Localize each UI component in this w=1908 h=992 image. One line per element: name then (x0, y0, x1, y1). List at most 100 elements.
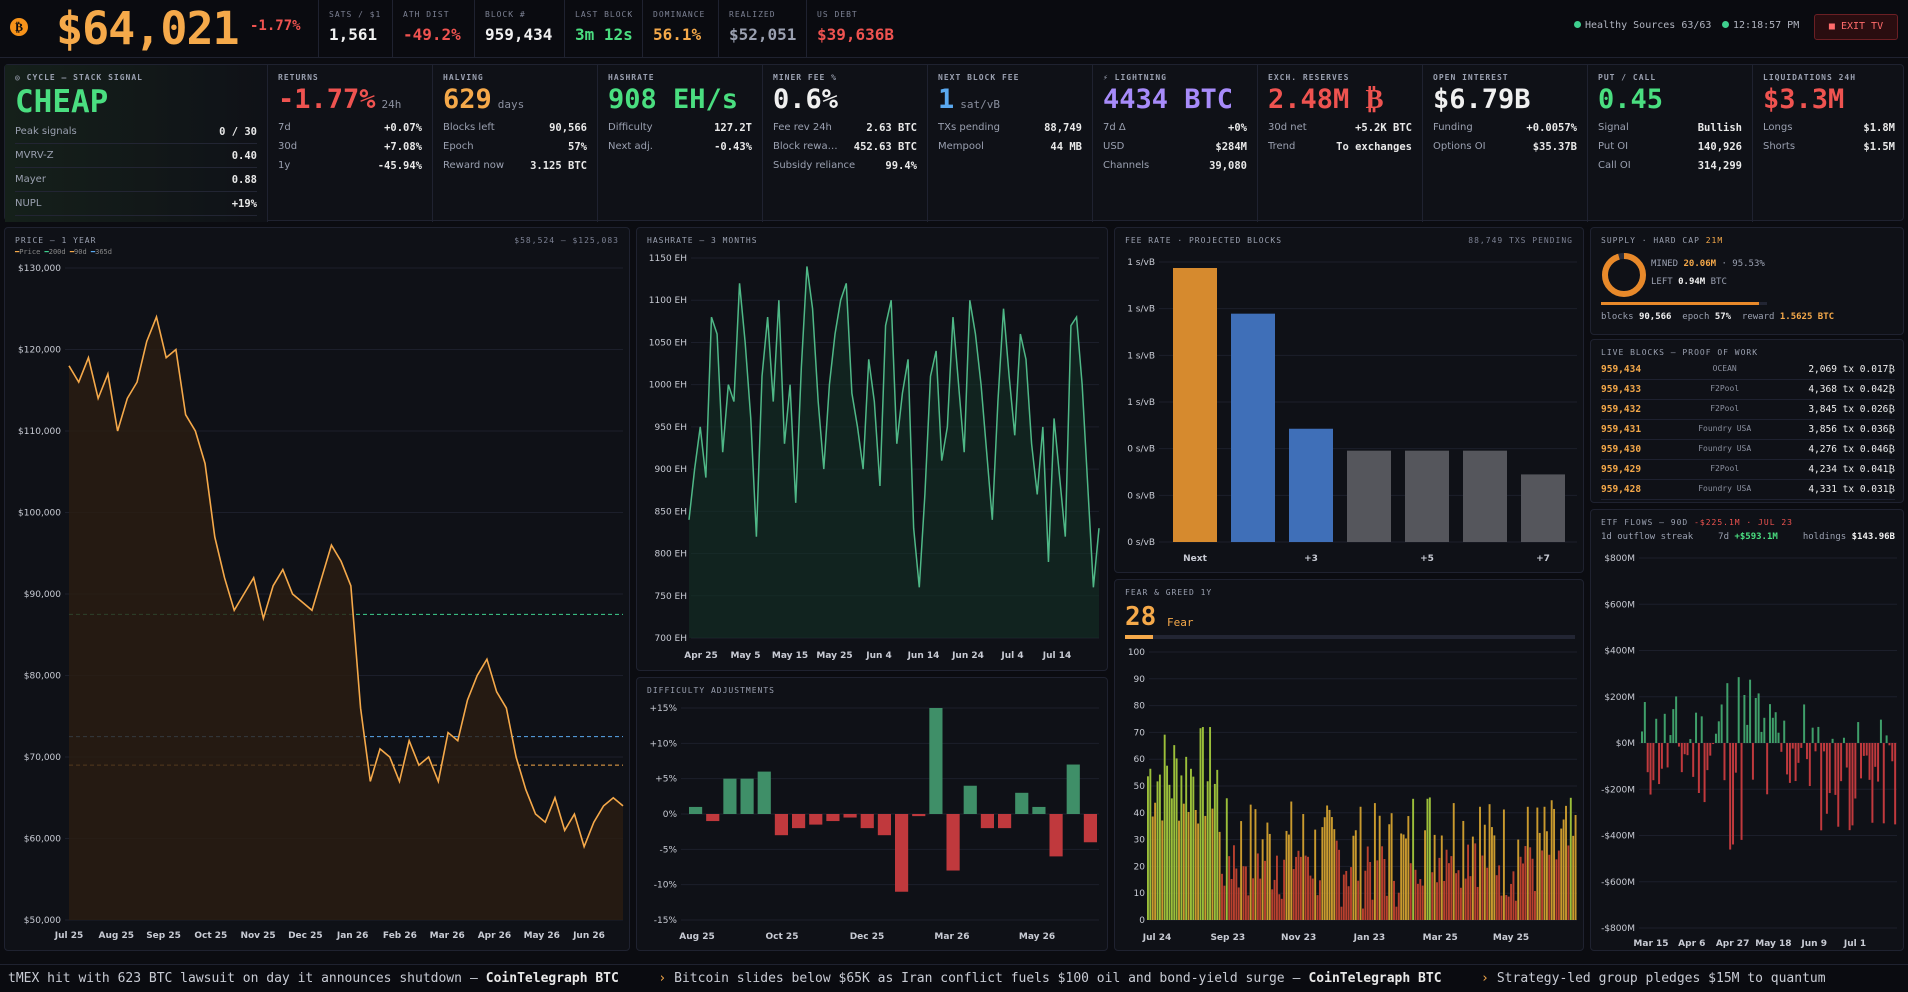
block-row[interactable]: 959,428 Foundry USA 4,331 tx 0.031₿ (1601, 480, 1895, 500)
status-dot-icon (1574, 21, 1581, 28)
fear-greed-bar (1502, 809, 1505, 920)
fear-greed-bar (1426, 798, 1429, 920)
etf-flow-bar (1643, 702, 1646, 743)
fear-greed-bar (1309, 875, 1312, 920)
etf-flow-bar (1746, 724, 1749, 743)
fear-greed-bar (1287, 834, 1290, 920)
etf-flow-bar (1854, 743, 1857, 799)
fear-greed-bar (1350, 867, 1352, 920)
fear-greed-bar (1252, 878, 1255, 920)
news-item[interactable]: Strategy-led group pledges $15M to quant… (1496, 971, 1826, 986)
fee-bar (1173, 268, 1217, 542)
fee-chart[interactable]: 1 s/vB 1 s/vB 1 s/vB 1 s/vB 0 s/vB 0 s/vB 0 s/… (1115, 228, 1584, 573)
difficulty-chart[interactable]: +15% +10% +5% 0% -5% -10% -15%Aug 25 Oct 25 Dec … (637, 678, 1108, 951)
y-tick-label: 900 EH (655, 465, 688, 475)
fear-greed-bar (1352, 835, 1355, 920)
putcall-row: Put OI 140,926 (1598, 141, 1742, 153)
x-tick-label: May 15 (772, 651, 808, 661)
fear-greed-bar (1335, 840, 1338, 920)
news-item[interactable]: Bitcoin slides below $65K as Iran confli… (674, 971, 1285, 986)
reserves-row: Trend To exchanges (1268, 141, 1412, 153)
etf-flow-bar (1669, 735, 1672, 743)
etf-flow-bar (1857, 722, 1860, 743)
etf-flow-bar (1834, 743, 1837, 795)
fear-greed-bar (1240, 821, 1243, 920)
reserves-value: 2.48M ₿ (1268, 84, 1384, 115)
y-tick-label: $600M (1604, 600, 1635, 610)
card-liq[interactable]: LIQUIDATIONS 24H $3.3M Longs $1.8M Shorts $1.… (1752, 65, 1905, 222)
fear-greed-bar (1483, 824, 1486, 920)
card-cycle-signal[interactable]: ◎ CYCLE — STACK SIGNAL CHEAP Peak signal… (5, 65, 267, 222)
hashrate-chart[interactable]: 1150 EH 1100 EH 1050 EH 1000 EH 950 EH 900 EH… (637, 228, 1108, 671)
card-minerfee[interactable]: MINER FEE % 0.6% Fee rev 24h 2.63 BTC Block … (762, 65, 927, 222)
difficulty-bar (706, 814, 720, 822)
fear-greed-bar (1440, 835, 1443, 920)
oi-value: $6.79B (1433, 84, 1531, 115)
card-returns[interactable]: RETURNS -1.77% 24h 7d +0.07% 30d +7.08% 1y -45.9… (267, 65, 432, 222)
fear-greed-bar (1230, 878, 1233, 920)
fear-greed-bar (1295, 856, 1298, 920)
card-hashrate[interactable]: HASHRATE 908 EH/s Difficulty 127.2T Next adj… (597, 65, 762, 222)
etf-flow-bar (1700, 716, 1703, 743)
fear-greed-bar (1147, 776, 1149, 920)
y-tick-label: 70 (1134, 728, 1146, 738)
difficulty-bar (757, 771, 771, 814)
fear-greed-bar (1175, 758, 1178, 920)
etf-flow-bar (1840, 743, 1843, 782)
etf-flow-bar (1879, 719, 1882, 743)
etf-flow-bar (1763, 717, 1766, 743)
block-row[interactable]: 959,429 F2Pool 4,234 tx 0.041₿ (1601, 460, 1895, 480)
reserves-row: 30d net +5.2K BTC (1268, 122, 1412, 134)
etf-flow-bar (1871, 743, 1874, 823)
fear-greed-bar (1285, 830, 1288, 920)
etf-flow-bar (1760, 731, 1763, 743)
difficulty-bar (1083, 814, 1097, 843)
hashrate-value: 908 EH/s (608, 84, 739, 115)
etf-flow-bar (1825, 743, 1828, 814)
card-halving[interactable]: HALVING 629 days Blocks left 90,566 Epoch 57% R… (432, 65, 597, 222)
block-row[interactable]: 959,431 Foundry USA 3,856 tx 0.036₿ (1601, 420, 1895, 440)
clock: 12:18:57 PM (1722, 20, 1799, 31)
x-tick-label: +3 (1304, 554, 1318, 564)
oi-row: Options OI $35.37B (1433, 141, 1577, 153)
fear-greed-bar (1264, 860, 1266, 920)
block-row[interactable]: 959,432 F2Pool 3,845 tx 0.026₿ (1601, 400, 1895, 420)
block-row[interactable]: 959,434 OCEAN 2,069 tx 0.017₿ (1601, 360, 1895, 380)
x-tick-label: Nov 25 (240, 931, 275, 941)
fear-greed-bar (1213, 783, 1216, 920)
y-tick-label: $80,000 (24, 672, 61, 682)
etf-chart[interactable]: $800M $600M $400M $200M $0M -$200M -$400M -$600… (1591, 510, 1904, 951)
card-lightning[interactable]: ⚡ LIGHTNING 4434 BTC 7d Δ +0% USD $284M Channe… (1092, 65, 1257, 222)
difficulty-bar (826, 814, 840, 822)
fear-greed-bar (1278, 894, 1281, 920)
card-putcall[interactable]: PUT / CALL 0.45 Signal Bullish Put OI 140,926… (1587, 65, 1752, 222)
etf-flow-bar (1877, 743, 1880, 782)
x-tick-label: Jan 23 (1353, 933, 1386, 943)
block-row[interactable]: 959,430 Foundry USA 4,276 tx 0.046₿ (1601, 440, 1895, 460)
price-chart[interactable]: $130,000 $120,000 $110,000 $100,000 $90,000 $… (5, 228, 630, 951)
card-nextfee[interactable]: NEXT BLOCK FEE 1 sat/vB TXs pending 88,749 Me… (927, 65, 1092, 222)
y-tick-label: -10% (654, 881, 678, 891)
news-ticker[interactable]: tMEX hit with 623 BTC lawsuit on day it … (0, 964, 1908, 992)
fear-greed-bar (1459, 887, 1462, 920)
putcall-row: Call OI 314,299 (1598, 160, 1742, 172)
difficulty-bar (860, 814, 874, 829)
fear-greed-bar (1512, 871, 1515, 920)
y-tick-label: $90,000 (24, 590, 61, 600)
fear-greed-bar (1311, 878, 1314, 920)
etf-flow-bar (1862, 743, 1865, 756)
card-oi[interactable]: OPEN INTEREST $6.79B Funding +0.0057% Option… (1422, 65, 1587, 222)
news-item[interactable]: tMEX hit with 623 BTC lawsuit on day it … (8, 971, 462, 986)
etf-flow-bar (1692, 743, 1695, 777)
y-tick-label: $110,000 (18, 427, 61, 437)
card-reserves[interactable]: EXCH. RESERVES 2.48M ₿ 30d net +5.2K BTC Tre… (1257, 65, 1422, 222)
fear-greed-bar (1199, 728, 1202, 920)
fear-greed-bar (1182, 803, 1185, 920)
exit-tv-button[interactable]: ■ EXIT TV (1814, 14, 1898, 40)
etf-flow-bar (1677, 743, 1680, 747)
signal-row: Mayer 0.88 (15, 174, 257, 192)
fee-bar (1405, 450, 1449, 542)
block-row[interactable]: 959,433 F2Pool 4,368 tx 0.042₿ (1601, 380, 1895, 400)
y-tick-label: 0 s/vB (1127, 445, 1155, 455)
